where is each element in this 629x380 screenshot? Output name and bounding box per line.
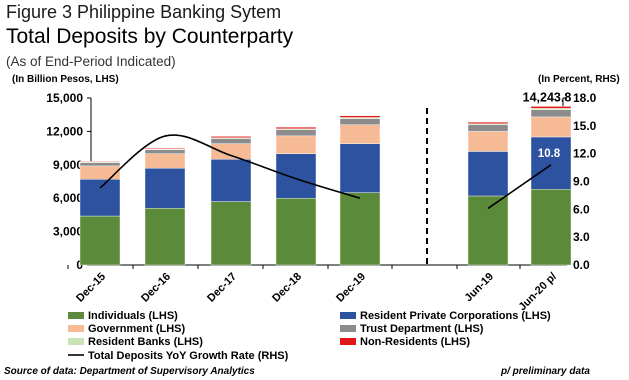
left-tick-label: 3,000 — [53, 225, 83, 239]
bar-segment — [530, 116, 572, 138]
bar-segment — [530, 106, 572, 109]
bar-segment — [530, 136, 572, 190]
bar-segment — [339, 192, 381, 266]
bar-segment — [275, 135, 317, 154]
bar-segment — [530, 189, 572, 266]
category-label: Jun-19 — [463, 271, 497, 305]
bar-segment — [339, 124, 381, 144]
right-tick-label: 18.0 — [573, 91, 597, 105]
source-note: Source of data: Department of Supervisor… — [4, 366, 255, 377]
bar-segment — [467, 121, 509, 124]
legend-swatch — [68, 338, 84, 345]
bar-segment — [210, 138, 252, 144]
legend-swatch — [68, 325, 84, 332]
figure-label: Figure 3 Philippine Banking Sytem — [6, 2, 282, 22]
bar-segment — [467, 131, 509, 152]
bar-segment — [339, 143, 381, 193]
legend-label: Total Deposits YoY Growth Rate (RHS) — [88, 350, 289, 362]
chart-subtitle: (As of End-Period Indicated) — [6, 54, 176, 69]
bar-segment — [275, 197, 317, 266]
category-label: Dec-19 — [334, 271, 368, 305]
bar-segment — [144, 167, 186, 209]
bar-segment — [467, 195, 509, 266]
left-tick-label: 6,000 — [53, 191, 83, 205]
legend-label: Government (LHS) — [88, 323, 186, 335]
bar-segment — [275, 129, 317, 137]
right-tick-label: 0.0 — [573, 258, 590, 272]
legend-swatch — [68, 312, 84, 319]
bar-segment — [275, 153, 317, 199]
bar-segment — [467, 124, 509, 132]
category-label: Dec-16 — [139, 271, 173, 305]
bar-segment — [467, 151, 509, 197]
bar-segment — [210, 143, 252, 160]
total-value-label: 14,243.8 — [523, 90, 572, 104]
category-label: Dec-15 — [74, 271, 108, 305]
bar-segment — [530, 108, 572, 110]
right-tick-label: 6.0 — [573, 202, 590, 216]
bar-segment — [339, 115, 381, 118]
bar-segment — [79, 179, 121, 217]
right-axis-unit: (In Percent, RHS) — [538, 74, 620, 85]
right-tick-label: 9.0 — [573, 175, 590, 189]
category-label: Dec-18 — [270, 271, 304, 305]
bar-segment — [275, 126, 317, 129]
growth-rate-line — [487, 164, 552, 210]
legend-swatch — [340, 325, 356, 332]
bar-segment — [210, 159, 252, 202]
left-axis-unit: (In Billion Pesos, LHS) — [12, 74, 119, 85]
bar-segment — [144, 149, 186, 154]
legend-label: Non-Residents (LHS) — [360, 336, 470, 348]
legend-label: Resident Private Corporations (LHS) — [360, 310, 551, 322]
right-tick-label: 3.0 — [573, 230, 590, 244]
bar-segment — [79, 165, 121, 180]
legend-label: Resident Banks (LHS) — [88, 336, 203, 348]
bar-segment — [530, 109, 572, 118]
bar-segment — [339, 118, 381, 125]
bar-segment — [79, 162, 121, 167]
growth-value-label: 10.8 — [538, 148, 561, 160]
left-tick-label: 9,000 — [53, 158, 83, 172]
bar-segment — [79, 215, 121, 266]
growth-rate-line — [99, 134, 361, 199]
left-tick-label: 15,000 — [46, 91, 83, 105]
right-tick-label: 12.0 — [573, 147, 597, 161]
bar-segment — [144, 153, 186, 169]
legend-label: Trust Department (LHS) — [360, 323, 484, 335]
chart-title: Total Deposits by Counterparty — [6, 25, 294, 48]
bar-segment — [210, 136, 252, 138]
bar-segment — [210, 201, 252, 266]
bar-segment — [144, 208, 186, 266]
category-label: Dec-17 — [205, 271, 239, 305]
bar-segment — [79, 161, 121, 163]
legend-swatch — [340, 312, 356, 319]
legend-label: Individuals (LHS) — [88, 310, 178, 322]
legend-swatch — [340, 338, 356, 345]
left-tick-label: 12,000 — [46, 124, 83, 138]
category-label: Jun-20 p/ — [516, 271, 559, 314]
right-tick-label: 15.0 — [573, 119, 597, 133]
preliminary-note: p/ preliminary data — [501, 366, 590, 377]
bar-segment — [144, 147, 186, 150]
